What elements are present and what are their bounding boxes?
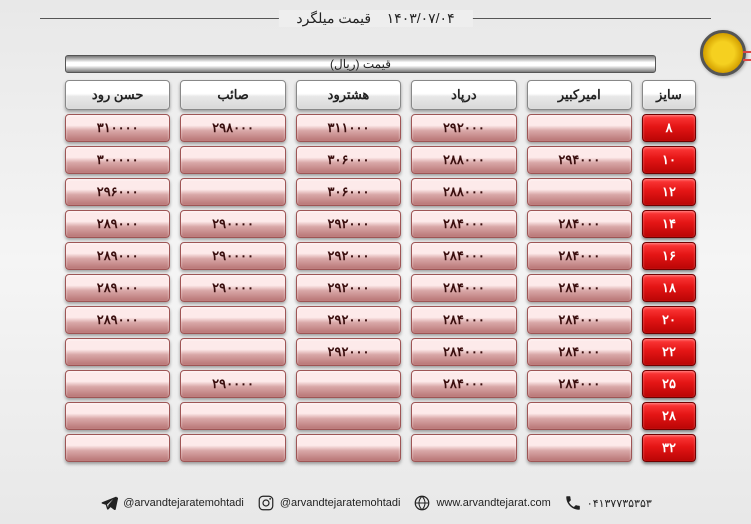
- price-cell: [180, 338, 285, 366]
- price-cell: [296, 434, 401, 462]
- price-bar-label: قیمت (ریال): [330, 57, 391, 71]
- price-cell: ۲۸۴۰۰۰: [527, 210, 632, 238]
- price-cell: [411, 434, 516, 462]
- price-cell: ۳۰۶۰۰۰: [296, 146, 401, 174]
- price-cell: ۲۹۴۰۰۰: [527, 146, 632, 174]
- price-cell: [65, 434, 170, 462]
- footer-website: www.arvandtejarat.com: [412, 493, 550, 513]
- price-cell: ۲۸۹۰۰۰: [65, 242, 170, 270]
- price-cell: ۲۹۲۰۰۰: [296, 338, 401, 366]
- price-cell: ۲۸۴۰۰۰: [411, 338, 516, 366]
- price-cell: ۲۹۲۰۰۰: [411, 114, 516, 142]
- size-cell: ۱۴: [642, 210, 696, 238]
- footer-website-text: www.arvandtejarat.com: [436, 497, 550, 509]
- price-cell: [180, 434, 285, 462]
- price-cell: ۲۹۰۰۰۰: [180, 370, 285, 398]
- column-header: امیرکبیر: [527, 80, 632, 110]
- footer: ۰۴۱۳۷۷۳۵۳۵۳ www.arvandtejarat.com @arvan…: [0, 488, 751, 518]
- price-cell: ۲۸۹۰۰۰: [65, 306, 170, 334]
- column-hashtrood: هشترود ۳۱۱۰۰۰ ۳۰۶۰۰۰ ۳۰۶۰۰۰ ۲۹۲۰۰۰ ۲۹۲۰۰۰ ۲۹۲۰…: [296, 80, 401, 479]
- size-cell: ۲۲: [642, 338, 696, 366]
- price-cell: ۲۸۴۰۰۰: [411, 306, 516, 334]
- footer-phone-text: ۰۴۱۳۷۷۳۵۳۵۳: [587, 497, 652, 510]
- price-cell: [296, 402, 401, 430]
- price-cell: ۲۹۸۰۰۰: [180, 114, 285, 142]
- size-cell: ۸: [642, 114, 696, 142]
- price-cell: ۲۸۹۰۰۰: [65, 274, 170, 302]
- price-cell: ۲۸۴۰۰۰: [527, 274, 632, 302]
- price-cell: [527, 114, 632, 142]
- price-cell: [65, 338, 170, 366]
- column-saeb: صائب ۲۹۸۰۰۰ ۲۹۰۰۰۰ ۲۹۰۰۰۰ ۲۹۰۰۰۰ ۲۹۰۰۰۰: [180, 80, 285, 479]
- price-cell: ۳۰۶۰۰۰: [296, 178, 401, 206]
- price-cell: [527, 402, 632, 430]
- price-cell: ۳۰۰۰۰۰: [65, 146, 170, 174]
- phone-icon: [563, 493, 583, 513]
- price-cell: ۲۹۲۰۰۰: [296, 210, 401, 238]
- price-cell: ۲۸۴۰۰۰: [527, 338, 632, 366]
- price-cell: [180, 306, 285, 334]
- price-cell: ۲۸۸۰۰۰: [411, 178, 516, 206]
- price-bar: قیمت (ریال): [65, 55, 656, 73]
- price-cell: ۲۸۴۰۰۰: [411, 242, 516, 270]
- price-cell: ۲۸۴۰۰۰: [411, 210, 516, 238]
- column-header: هشترود: [296, 80, 401, 110]
- footer-telegram-text: @arvandtejaratemohtadi: [123, 497, 244, 509]
- price-cell: [296, 370, 401, 398]
- size-cell: ۲۵: [642, 370, 696, 398]
- page-title: ۱۴۰۳/۰۷/۰۴ قیمت میلگرد: [278, 10, 472, 27]
- price-cell: ۲۹۰۰۰۰: [180, 274, 285, 302]
- size-cell: ۳۲: [642, 434, 696, 462]
- price-cell: ۲۸۴۰۰۰: [411, 274, 516, 302]
- price-cell: ۲۸۴۰۰۰: [527, 242, 632, 270]
- column-header: صائب: [180, 80, 285, 110]
- price-cell: ۲۹۰۰۰۰: [180, 242, 285, 270]
- footer-phone: ۰۴۱۳۷۷۳۵۳۵۳: [563, 493, 652, 513]
- price-cell: [411, 402, 516, 430]
- footer-instagram: @arvandtejaratemohtadi: [256, 493, 401, 513]
- price-cell: ۲۸۴۰۰۰: [527, 370, 632, 398]
- header-date: ۱۴۰۳/۰۷/۰۴: [387, 10, 455, 26]
- size-cell: ۱۰: [642, 146, 696, 174]
- column-header: سایز: [642, 80, 696, 110]
- column-amirkabir: امیرکبیر ۲۹۴۰۰۰ ۲۸۴۰۰۰ ۲۸۴۰۰۰ ۲۸۴۰۰۰ ۲۸۴۰۰۰ ۲۸…: [527, 80, 632, 479]
- header-label: قیمت میلگرد: [296, 10, 371, 26]
- instagram-icon: [256, 493, 276, 513]
- price-cell: ۳۱۱۰۰۰: [296, 114, 401, 142]
- column-size: سایز ۸ ۱۰ ۱۲ ۱۴ ۱۶ ۱۸ ۲۰ ۲۲ ۲۵ ۲۸ ۳۲: [642, 80, 696, 479]
- column-header: درپاد: [411, 80, 516, 110]
- price-cell: ۲۸۹۰۰۰: [65, 210, 170, 238]
- size-cell: ۲۰: [642, 306, 696, 334]
- size-cell: ۲۸: [642, 402, 696, 430]
- price-cell: [65, 402, 170, 430]
- price-cell: ۲۹۰۰۰۰: [180, 210, 285, 238]
- price-cell: ۳۱۰۰۰۰: [65, 114, 170, 142]
- column-header: حسن رود: [65, 80, 170, 110]
- price-cell: [527, 434, 632, 462]
- price-cell: ۲۹۲۰۰۰: [296, 306, 401, 334]
- price-cell: ۲۹۲۰۰۰: [296, 274, 401, 302]
- price-cell: [180, 402, 285, 430]
- price-cell: [180, 178, 285, 206]
- price-cell: ۲۹۲۰۰۰: [296, 242, 401, 270]
- telegram-icon: [99, 493, 119, 513]
- price-cell: [527, 178, 632, 206]
- price-cell: ۲۸۸۰۰۰: [411, 146, 516, 174]
- column-dorpad: درپاد ۲۹۲۰۰۰ ۲۸۸۰۰۰ ۲۸۸۰۰۰ ۲۸۴۰۰۰ ۲۸۴۰۰۰ ۲۸۴۰۰…: [411, 80, 516, 479]
- size-cell: ۱۸: [642, 274, 696, 302]
- globe-icon: [412, 493, 432, 513]
- price-table: سایز ۸ ۱۰ ۱۲ ۱۴ ۱۶ ۱۸ ۲۰ ۲۲ ۲۵ ۲۸ ۳۲ امیرکبیر ۲۹۴۰۰۰ ۲…: [65, 80, 696, 479]
- price-cell: ۲۹۶۰۰۰: [65, 178, 170, 206]
- size-cell: ۱۶: [642, 242, 696, 270]
- footer-telegram: @arvandtejaratemohtadi: [99, 493, 244, 513]
- size-cell: ۱۲: [642, 178, 696, 206]
- price-cell: ۲۸۴۰۰۰: [411, 370, 516, 398]
- footer-instagram-text: @arvandtejaratemohtadi: [280, 497, 401, 509]
- column-hasanrood: حسن رود ۳۱۰۰۰۰ ۳۰۰۰۰۰ ۲۹۶۰۰۰ ۲۸۹۰۰۰ ۲۸۹۰۰۰ ۲۸۹…: [65, 80, 170, 479]
- price-cell: ۲۸۴۰۰۰: [527, 306, 632, 334]
- price-cell: [180, 146, 285, 174]
- price-cell: [65, 370, 170, 398]
